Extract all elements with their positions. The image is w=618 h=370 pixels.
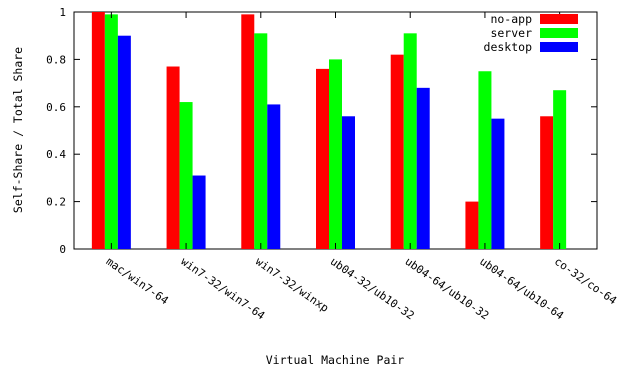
y-tick-label: 0.8 [46, 53, 66, 66]
bar-desktop-5 [417, 88, 430, 249]
x-tick-label: co-32/co-64 [552, 255, 618, 308]
legend-swatch-server [540, 28, 578, 38]
bar-no-app-3 [241, 14, 254, 249]
legend-swatch-no-app [540, 14, 578, 24]
bar-no-app-7 [540, 116, 553, 249]
y-tick-label: 0.2 [46, 196, 66, 209]
bar-desktop-3 [267, 104, 280, 249]
bar-desktop-6 [491, 119, 504, 249]
bar-no-app-5 [391, 55, 404, 249]
bar-server-3 [254, 33, 267, 249]
bar-no-app-2 [167, 67, 180, 249]
bar-server-2 [180, 102, 193, 249]
bar-server-6 [478, 71, 491, 249]
y-tick-label: 1 [59, 6, 66, 19]
y-tick-label: 0.6 [46, 101, 66, 114]
bar-no-app-6 [465, 202, 478, 249]
bar-desktop-2 [193, 176, 206, 249]
x-axis-title: Virtual Machine Pair [266, 353, 405, 367]
bar-no-app-1 [92, 12, 105, 249]
legend-label-no-app: no-app [490, 12, 532, 26]
bar-server-4 [329, 59, 342, 249]
bar-desktop-4 [342, 116, 355, 249]
bar-server-5 [404, 33, 417, 249]
bar-server-7 [553, 90, 566, 249]
bar-desktop-1 [118, 36, 131, 249]
y-tick-label: 0 [59, 243, 66, 256]
legend-swatch-desktop [540, 42, 578, 52]
y-tick-label: 0.4 [46, 148, 66, 161]
x-tick-label: mac/win7-64 [104, 255, 171, 308]
x-tick-label: win7-32/winxp [253, 255, 331, 315]
legend-label-server: server [490, 26, 532, 40]
bar-server-1 [105, 14, 118, 249]
bar-no-app-4 [316, 69, 329, 249]
legend-label-desktop: desktop [484, 40, 533, 54]
y-axis-title: Self-Share / Total Share [11, 47, 25, 213]
